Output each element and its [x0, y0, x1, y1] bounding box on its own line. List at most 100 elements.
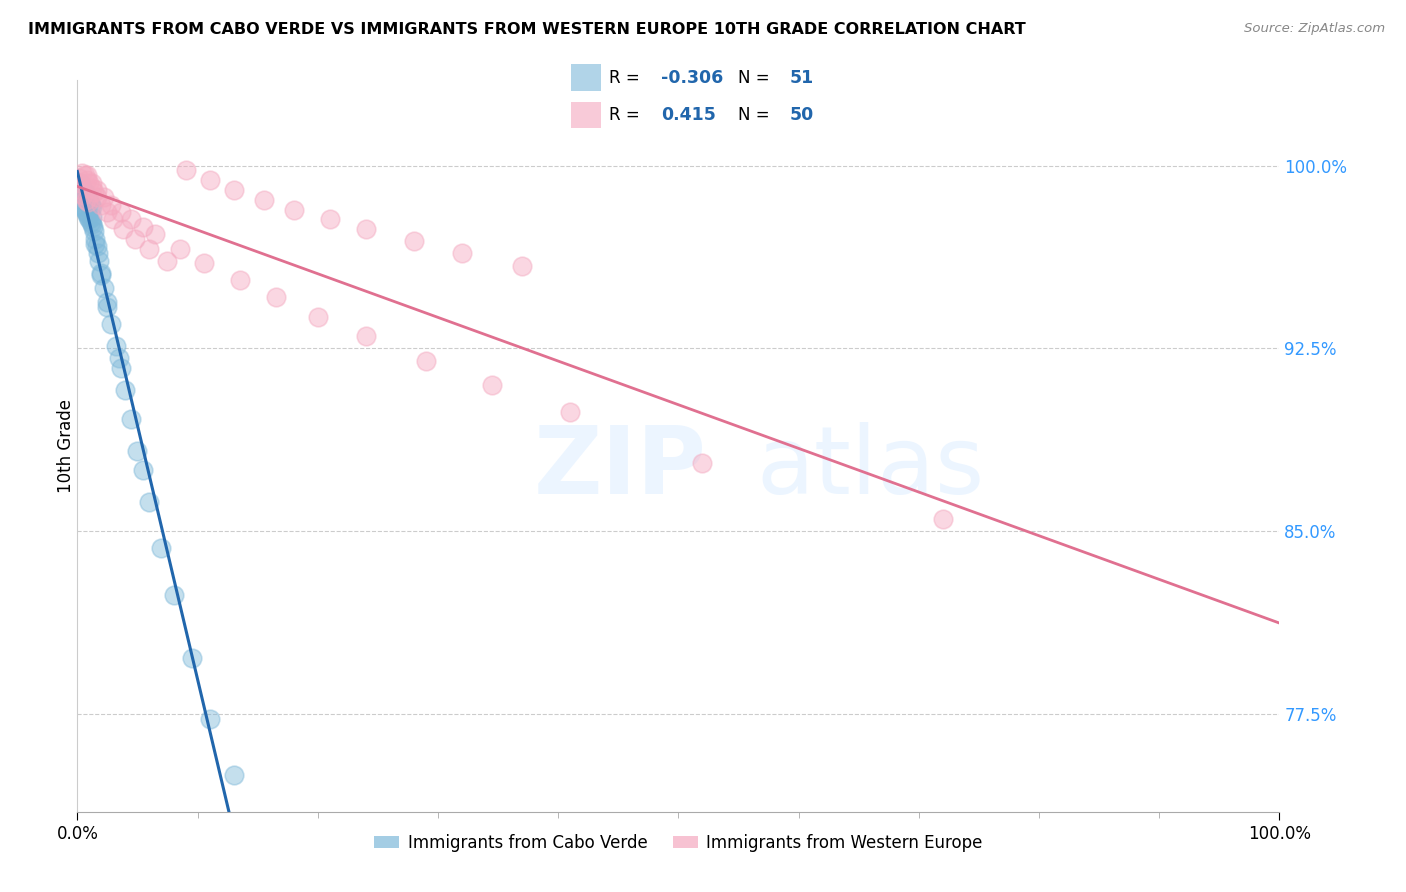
Point [138, 495, 160, 509]
Point [150, 541, 173, 556]
Point [79, 215, 101, 229]
Point [132, 219, 155, 234]
Point [80, 210, 103, 224]
Point [79, 195, 101, 210]
Point [96, 205, 118, 219]
Point [70, 180, 93, 194]
Point [70, 197, 93, 211]
Text: atlas: atlas [756, 422, 984, 514]
Text: Source: ZipAtlas.com: Source: ZipAtlas.com [1244, 22, 1385, 36]
Point [77, 193, 100, 207]
Point [93, 190, 115, 204]
Point [82, 219, 104, 234]
Point [79, 197, 101, 211]
Point [75, 187, 97, 202]
Point [86, 183, 108, 197]
Point [93, 280, 115, 294]
Point [77, 210, 100, 224]
Point [510, 259, 533, 273]
Point [75, 193, 97, 207]
Point [70, 178, 93, 193]
Point [76, 195, 98, 210]
Point [319, 212, 342, 227]
Text: 0.415: 0.415 [661, 106, 716, 124]
Point [96, 295, 118, 310]
Point [103, 212, 125, 227]
Point [354, 222, 377, 236]
Point [79, 212, 101, 227]
Point [120, 212, 142, 227]
Point [402, 234, 425, 248]
Point [76, 207, 98, 221]
Point [69, 187, 91, 202]
Point [138, 242, 160, 256]
Point [162, 588, 184, 602]
Point [100, 197, 122, 211]
Point [264, 290, 287, 304]
Y-axis label: 10th Grade: 10th Grade [58, 399, 75, 493]
Point [70, 166, 93, 180]
Text: -0.306: -0.306 [661, 69, 723, 87]
Point [124, 232, 146, 246]
Bar [571, 103, 600, 128]
Point [111, 222, 134, 236]
Point [73, 186, 96, 200]
Point [110, 361, 132, 376]
Point [86, 190, 108, 204]
Point [76, 173, 98, 187]
Bar [571, 64, 600, 91]
Point [76, 169, 98, 183]
Point [80, 217, 103, 231]
Point [69, 176, 91, 190]
Point [87, 253, 110, 268]
Point [83, 224, 105, 238]
Point [75, 205, 97, 219]
Point [481, 378, 503, 392]
Text: N =: N = [738, 69, 769, 87]
Point [120, 412, 142, 426]
Point [80, 180, 103, 194]
Point [169, 242, 191, 256]
Point [73, 169, 96, 183]
Point [127, 443, 149, 458]
Point [132, 463, 155, 477]
Point [100, 317, 122, 331]
Point [83, 186, 105, 200]
Text: R =: R = [609, 69, 640, 87]
Point [180, 651, 202, 665]
Point [73, 202, 96, 217]
Point [90, 268, 112, 283]
Text: N =: N = [738, 106, 769, 124]
Point [114, 383, 136, 397]
Point [87, 246, 110, 260]
Point [198, 173, 221, 187]
Point [253, 193, 276, 207]
Point [84, 236, 107, 251]
Text: 50: 50 [790, 106, 814, 124]
Point [69, 176, 91, 190]
Point [451, 246, 474, 260]
Point [70, 183, 93, 197]
Legend: Immigrants from Cabo Verde, Immigrants from Western Europe: Immigrants from Cabo Verde, Immigrants f… [368, 827, 988, 858]
Point [932, 512, 955, 526]
Point [72, 183, 94, 197]
Point [86, 239, 108, 253]
Point [222, 768, 245, 782]
Point [307, 310, 329, 324]
Point [76, 190, 98, 204]
Point [67, 170, 90, 185]
Point [104, 339, 127, 353]
Point [72, 187, 94, 202]
Point [84, 232, 107, 246]
Point [283, 202, 305, 217]
Text: R =: R = [609, 106, 640, 124]
Point [228, 273, 250, 287]
Point [90, 197, 112, 211]
Point [174, 163, 197, 178]
Point [108, 351, 131, 366]
Point [70, 193, 93, 207]
Point [193, 256, 215, 270]
Point [198, 712, 221, 726]
Point [222, 183, 245, 197]
Point [79, 176, 101, 190]
